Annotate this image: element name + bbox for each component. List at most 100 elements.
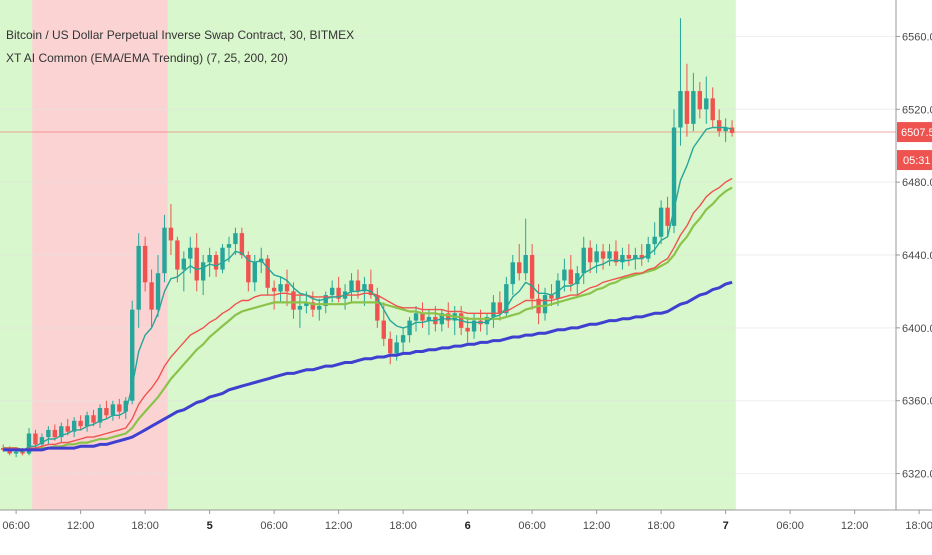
candle-body [65,426,70,432]
time-tick-label: 06:00 [776,520,804,532]
time-tick-label: 6 [465,520,471,532]
time-tick-label: 18:00 [647,520,675,532]
candle-body [239,233,245,255]
countdown-label: 05:31 [903,155,931,167]
candle-body [704,98,709,110]
candle-body [226,244,232,248]
candle-body [716,120,722,132]
price-tick-label: 6440.0 [902,250,932,262]
candle-body [491,302,496,317]
candle-body [504,284,509,314]
price-tick-label: 6400.0 [902,323,932,335]
chart-title: Bitcoin / US Dollar Perpetual Inverse Sw… [6,28,355,42]
candle-body [310,302,316,310]
candle-body [407,320,412,336]
candle-body [620,255,625,263]
time-tick-label: 06:00 [260,520,288,532]
candle-body [181,258,187,270]
candle-body [233,233,238,245]
candle-body [104,408,109,416]
candle-body [594,251,599,263]
candle-body [600,251,606,259]
candle-body [658,207,664,237]
candle-body [710,98,715,121]
candle-body [123,400,128,412]
time-tick-label: 5 [207,520,213,532]
grid-lines [0,35,896,475]
candle-body [213,255,219,270]
candle-body [284,284,290,292]
candle-body [162,227,167,274]
candle-body [329,287,335,296]
candle-body [607,251,612,259]
ema7-line [3,126,733,453]
candle-body [549,295,554,299]
candle-body [529,255,535,299]
time-tick-label: 06:00 [2,520,30,532]
time-tick-label: 06:00 [518,520,546,532]
candle-body [194,247,199,281]
candle-body [639,255,644,259]
price-axis-bg [896,0,932,550]
candle-body [265,258,270,288]
candle-body [523,255,528,274]
candle-body [362,284,367,292]
candle-body [510,262,515,285]
candle-body [349,280,354,292]
candle-body [465,327,470,332]
candle-body [542,295,548,314]
candle-body [207,255,212,263]
candle-body [575,273,580,285]
candle-body [317,306,322,310]
candle-body [149,282,154,310]
candle-body [697,91,703,110]
candle-body [20,451,25,454]
candle-body [323,295,328,306]
ma20-line [3,186,733,451]
candle-body [97,408,103,423]
candle-body [678,91,683,128]
time-tick-label: 12:00 [325,520,353,532]
candle-body [368,284,374,296]
candle-body [336,287,341,299]
candle-body [381,320,386,339]
candle-body [568,269,574,285]
time-tick-label: 12:00 [841,520,869,532]
candle-body [33,433,38,445]
candle-body [400,335,406,343]
time-tick-label: 18:00 [905,520,932,532]
time-tick-label: 7 [723,520,729,532]
candle-body [471,320,477,332]
price-tag [897,122,932,143]
candle-body [175,240,180,270]
candle-body [420,313,425,321]
ema25-line [3,177,733,451]
candle-body [52,429,58,438]
price-tick-label: 6520.0 [902,104,932,116]
price-tags: 6507.5 05:31 [897,122,932,171]
candle-body [155,273,161,310]
candle-body [278,284,283,292]
candle-body [446,313,451,321]
candle-body [291,291,296,310]
candle-body [168,227,174,241]
time-axis[interactable]: 06:00 12:00 18:00 5 06:00 12:00 18:00 6 06:00 12:… [0,509,932,550]
candle-body [626,255,632,259]
candle-body [13,451,19,454]
candle-body [665,207,670,226]
candle-body [652,236,657,245]
candle-body [729,127,735,133]
price-axis[interactable]: 6560.0 6520.0 6480.0 6440.0 6400.0 6360.0 6320… [895,0,932,550]
candle-body [78,420,83,427]
candle-body [517,262,522,274]
candle-body [200,262,206,281]
price-tick-label: 6480.0 [902,177,932,189]
indicator-legend: XT AI Common (EMA/EMA Trending) (7, 25, … [6,51,288,65]
candle-body [59,426,64,438]
candle-body [671,127,677,226]
candle-body [26,433,32,454]
candle-body [304,302,309,306]
candle-body [142,245,148,283]
